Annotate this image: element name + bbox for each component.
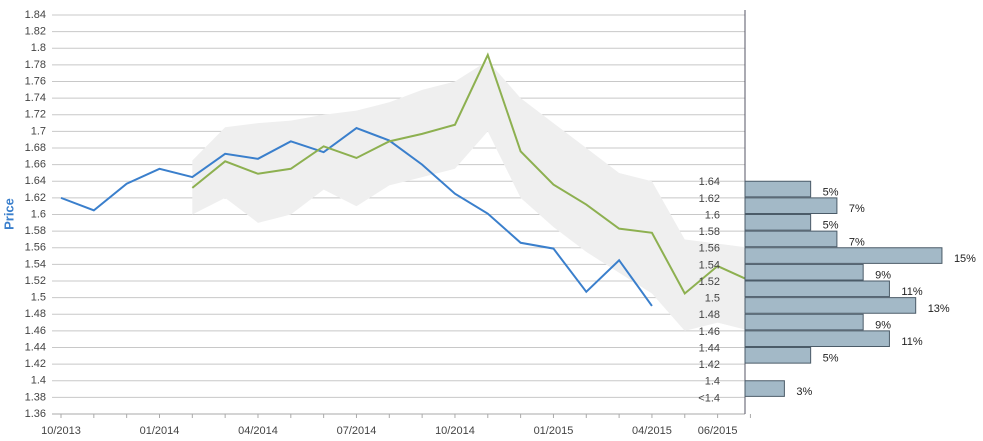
- y-tick-label: 1.68: [25, 142, 46, 154]
- hist-bar: [744, 263, 864, 281]
- hist-category-label: 1.62: [699, 193, 720, 205]
- hist-category-label: 1.46: [699, 326, 720, 338]
- y-tick-label: 1.42: [25, 358, 46, 370]
- y-tick-label: 1.5: [31, 292, 46, 304]
- y-tick-label: 1.4: [31, 375, 46, 387]
- x-tick-label: 01/2014: [140, 425, 180, 437]
- hist-category-label: <1.4: [698, 392, 720, 404]
- y-tick-label: 1.62: [25, 192, 46, 204]
- hist-category-label: 1.52: [699, 276, 720, 288]
- hist-category-label: 1.6: [705, 209, 720, 221]
- hist-value-label: 11%: [901, 286, 922, 298]
- hist-category-label: 1.58: [699, 226, 720, 238]
- hist-category-label: 1.48: [699, 309, 720, 321]
- y-tick-label: 1.58: [25, 225, 46, 237]
- y-tick-label: 1.6: [31, 208, 46, 220]
- hist-category-label: 1.4: [705, 376, 720, 388]
- hist-value-label: 11%: [901, 336, 922, 348]
- hist-bar: [744, 313, 864, 331]
- hist-category-label: 1.42: [699, 359, 720, 371]
- hist-bar: [744, 347, 812, 364]
- x-tick-label: 01/2015: [534, 425, 574, 437]
- hist-value-label: 9%: [875, 270, 891, 282]
- hist-bar: [744, 214, 812, 231]
- y-tick-label: 1.8: [31, 42, 46, 54]
- hist-bar: [744, 247, 943, 264]
- y-tick-label: 1.76: [25, 75, 46, 87]
- range-band: [192, 60, 745, 331]
- y-tick-label: 1.82: [25, 26, 46, 38]
- y-tick-label: 1.78: [25, 59, 46, 71]
- x-tick-label: 06/2015: [698, 425, 738, 437]
- hist-category-label: 1.44: [699, 342, 720, 354]
- hist-value-label: 15%: [954, 253, 976, 265]
- hist-bar: [744, 230, 838, 248]
- hist-bar: [744, 280, 890, 298]
- y-tick-label: 1.66: [25, 159, 46, 171]
- series-line: [191, 52, 745, 296]
- y-tick-label: 1.52: [25, 275, 46, 287]
- y-tick-label: 1.46: [25, 325, 46, 337]
- hist-category-label: 1.64: [699, 176, 720, 188]
- series-line: [60, 126, 653, 307]
- y-tick-label: 1.84: [25, 9, 46, 21]
- y-tick-label: 1.64: [25, 175, 46, 187]
- hist-bar: [744, 330, 890, 347]
- hist-value-label: 13%: [928, 303, 950, 315]
- x-tick-label: 10/2014: [435, 425, 475, 437]
- hist-value-label: 5%: [823, 353, 839, 365]
- y-tick-label: 1.44: [25, 341, 46, 353]
- y-tick-label: 1.7: [31, 125, 46, 137]
- hist-value-label: 3%: [796, 386, 812, 398]
- hist-value-label: 5%: [823, 186, 839, 198]
- hist-value-label: 7%: [849, 203, 865, 215]
- hist-category-label: 1.54: [699, 259, 720, 271]
- hist-bar: [744, 180, 812, 198]
- y-tick-label: 1.56: [25, 242, 46, 254]
- hist-value-label: 9%: [875, 319, 891, 331]
- hist-value-label: 5%: [823, 220, 839, 232]
- y-tick-label: 1.72: [25, 109, 46, 121]
- hist-category-label: 1.56: [699, 243, 720, 255]
- x-tick-label: 04/2015: [632, 425, 672, 437]
- y-axis-title: Price: [1, 198, 16, 230]
- hist-bar: [744, 197, 838, 214]
- plot-area: [60, 52, 745, 331]
- y-tick-label: 1.48: [25, 308, 46, 320]
- hist-bar: [744, 380, 785, 397]
- hist-value-label: 7%: [849, 236, 865, 248]
- y-tick-label: 1.38: [25, 391, 46, 403]
- y-tick-label: 1.36: [25, 408, 46, 420]
- y-tick-label: 1.54: [25, 258, 46, 270]
- hist-category-label: 1.5: [705, 293, 720, 305]
- x-tick-label: 10/2013: [41, 425, 81, 437]
- y-tick-label: 1.74: [25, 92, 46, 104]
- x-tick-label: 07/2014: [337, 425, 377, 437]
- hist-bar: [744, 297, 917, 314]
- x-tick-label: 04/2014: [238, 425, 278, 437]
